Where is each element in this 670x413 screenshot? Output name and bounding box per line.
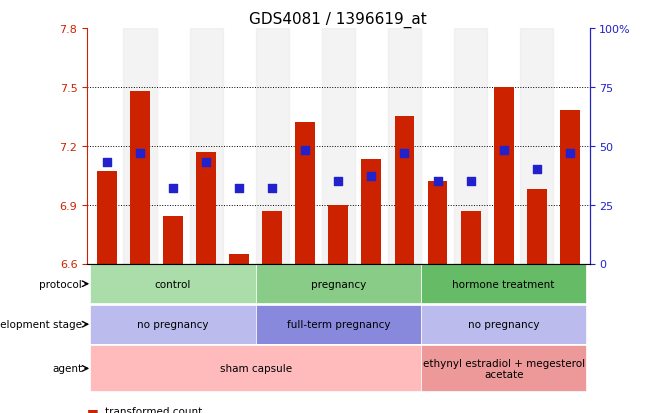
Point bbox=[432, 178, 443, 185]
Bar bbox=[427, 182, 448, 264]
Bar bbox=[560, 111, 580, 264]
Text: sham capsule: sham capsule bbox=[220, 363, 291, 373]
Bar bbox=[196, 152, 216, 264]
Bar bbox=[163, 217, 183, 264]
Bar bbox=[527, 190, 547, 264]
Text: development stage: development stage bbox=[0, 319, 82, 330]
Point bbox=[333, 178, 344, 185]
Text: hormone treatment: hormone treatment bbox=[452, 279, 555, 289]
Point bbox=[498, 148, 509, 154]
Text: protocol: protocol bbox=[40, 279, 82, 289]
FancyBboxPatch shape bbox=[421, 265, 586, 304]
FancyBboxPatch shape bbox=[90, 346, 421, 392]
Point bbox=[564, 150, 575, 157]
Bar bbox=[256, 29, 289, 264]
FancyBboxPatch shape bbox=[421, 305, 586, 344]
Point bbox=[168, 185, 178, 192]
Text: pregnancy: pregnancy bbox=[311, 279, 366, 289]
Text: transformed count: transformed count bbox=[105, 406, 202, 413]
Bar bbox=[388, 29, 421, 264]
Bar bbox=[295, 123, 315, 264]
Bar bbox=[130, 92, 150, 264]
Bar bbox=[322, 29, 355, 264]
Title: GDS4081 / 1396619_at: GDS4081 / 1396619_at bbox=[249, 12, 427, 28]
Text: full-term pregnancy: full-term pregnancy bbox=[287, 319, 390, 330]
Text: no pregnancy: no pregnancy bbox=[137, 319, 209, 330]
Point bbox=[201, 159, 212, 166]
Bar bbox=[395, 117, 414, 264]
FancyBboxPatch shape bbox=[256, 265, 421, 304]
Bar bbox=[263, 211, 282, 264]
Point bbox=[102, 159, 113, 166]
Text: agent: agent bbox=[52, 363, 82, 373]
Bar bbox=[362, 160, 381, 264]
Bar bbox=[123, 29, 157, 264]
Point bbox=[300, 148, 311, 154]
Text: no pregnancy: no pregnancy bbox=[468, 319, 539, 330]
Text: ethynyl estradiol + megesterol
acetate: ethynyl estradiol + megesterol acetate bbox=[423, 358, 585, 379]
Bar bbox=[494, 88, 514, 264]
Point bbox=[465, 178, 476, 185]
Point bbox=[267, 185, 277, 192]
FancyBboxPatch shape bbox=[421, 346, 586, 392]
FancyBboxPatch shape bbox=[90, 265, 256, 304]
Text: control: control bbox=[155, 279, 191, 289]
FancyBboxPatch shape bbox=[90, 305, 256, 344]
Point bbox=[135, 150, 145, 157]
Bar bbox=[454, 29, 487, 264]
Point bbox=[366, 173, 377, 180]
Bar bbox=[97, 172, 117, 264]
Point bbox=[531, 166, 542, 173]
Bar bbox=[190, 29, 222, 264]
Point bbox=[234, 185, 245, 192]
FancyBboxPatch shape bbox=[256, 305, 421, 344]
Bar bbox=[229, 254, 249, 264]
Bar bbox=[328, 205, 348, 264]
Bar bbox=[520, 29, 553, 264]
Text: ■: ■ bbox=[87, 406, 99, 413]
Point bbox=[399, 150, 410, 157]
Bar bbox=[461, 211, 480, 264]
